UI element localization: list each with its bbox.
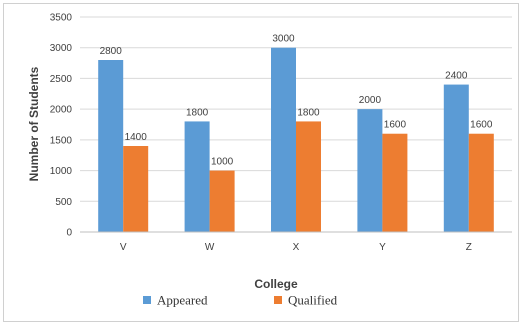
data-label-qualified-z: 1600 [470, 120, 493, 131]
y-tick-label: 1500 [50, 135, 73, 146]
legend-swatch-appeared [143, 296, 151, 304]
bar-qualified-v [123, 146, 149, 232]
data-label-appeared-x: 3000 [272, 34, 295, 45]
legend-label-appeared: Appeared [157, 293, 208, 308]
y-tick-label: 1000 [50, 166, 73, 177]
data-label-appeared-w: 1800 [186, 107, 209, 118]
data-label-qualified-v: 1400 [125, 132, 148, 143]
bar-appeared-w [184, 121, 210, 232]
y-tick-label: 2000 [50, 105, 73, 116]
bar-appeared-x [271, 47, 296, 232]
data-label-qualified-y: 1600 [384, 120, 407, 131]
legend-label-qualified: Qualified [288, 293, 338, 308]
bar-qualified-w [209, 170, 235, 232]
x-axis-ticks: V W X Y Z [120, 242, 472, 253]
y-tick-label: 500 [55, 197, 72, 208]
data-label-appeared-v: 2800 [100, 46, 123, 57]
y-tick-label: 0 [66, 228, 72, 239]
x-tick-label: Z [466, 242, 472, 253]
bar-appeared-v [98, 60, 124, 232]
bar-appeared-z [443, 84, 469, 232]
bar-appeared-y [357, 109, 383, 232]
bar-qualified-z [468, 133, 494, 232]
y-axis-ticks: 0 500 1000 1500 2000 2500 3000 3500 [50, 13, 73, 239]
bar-qualified-x [296, 121, 321, 232]
data-labels: 2800 1400 1800 1000 3000 1800 2000 1600 2400 1600 [100, 34, 493, 168]
y-tick-label: 3500 [50, 13, 73, 24]
x-tick-label: V [120, 242, 127, 253]
chart-frame [3, 3, 519, 322]
bars [98, 47, 494, 232]
data-label-qualified-x: 1800 [297, 107, 320, 118]
x-axis-title: College [254, 277, 298, 291]
x-tick-label: W [205, 242, 215, 253]
x-tick-label: Y [379, 242, 386, 253]
x-tick-label: X [293, 242, 300, 253]
data-label-qualified-w: 1000 [211, 157, 234, 168]
legend-swatch-qualified [274, 296, 282, 304]
y-tick-label: 2500 [50, 74, 73, 85]
legend: Appeared Qualified [143, 293, 338, 308]
data-label-appeared-y: 2000 [359, 95, 382, 106]
data-label-appeared-z: 2400 [445, 71, 468, 82]
bar-qualified-y [382, 133, 408, 232]
y-tick-label: 3000 [50, 43, 73, 54]
y-axis-title: Number of Students [27, 66, 41, 181]
